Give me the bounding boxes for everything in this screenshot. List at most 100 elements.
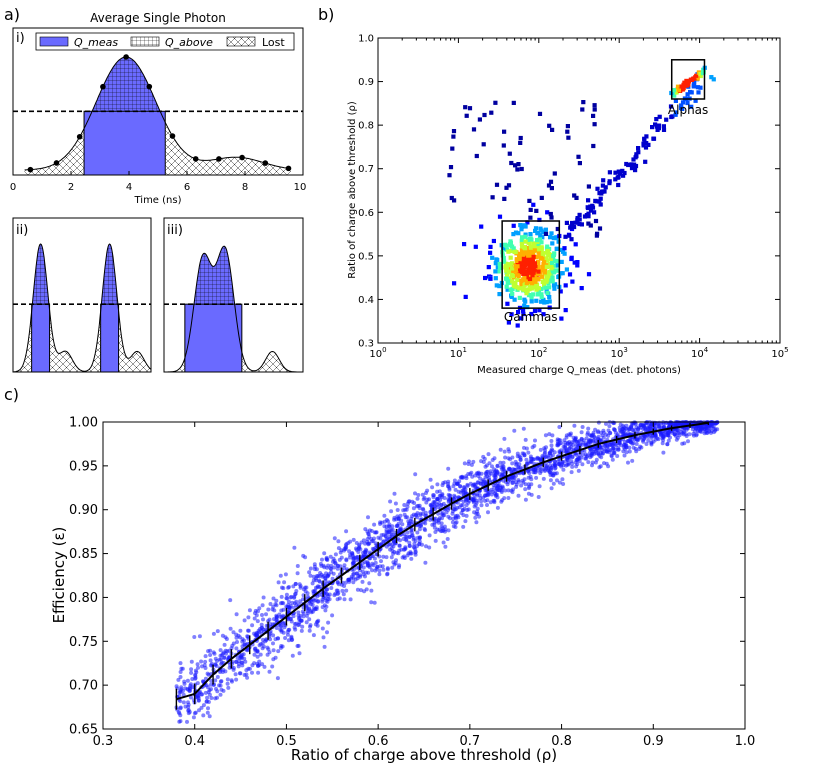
panel-aii-plot (13, 243, 152, 373)
scatter-point (325, 630, 329, 635)
panel-aiii-frame (163, 217, 304, 373)
scatter-point (289, 634, 294, 639)
scatter-point (432, 501, 437, 505)
tick-label: 1.00 (69, 416, 98, 431)
heatmap-cell (531, 254, 536, 259)
scatter-point (324, 555, 329, 560)
scatter-point (213, 678, 218, 683)
scatter-point (548, 453, 553, 458)
scatter-point (297, 615, 302, 620)
panel-label-c: c) (4, 385, 19, 404)
scatter-point (471, 498, 476, 503)
scatter-point (460, 503, 465, 508)
heatmap-cell (572, 224, 577, 230)
scatter-point (561, 482, 566, 486)
sample-point (146, 83, 153, 90)
heatmap-cell (590, 203, 595, 208)
scatter-point (378, 522, 383, 526)
scatter-point (479, 503, 484, 508)
heatmap-cell (545, 290, 550, 295)
scatter-point (292, 622, 297, 626)
heatmap-cell (521, 308, 526, 313)
scatter-point (316, 573, 321, 578)
scatter-point (590, 463, 594, 468)
scatter-point (295, 571, 300, 576)
heatmap-cell (527, 276, 533, 282)
heatmap-cell (519, 282, 524, 287)
scatter-point (440, 526, 445, 531)
heatmap-cell (541, 312, 546, 317)
scatter-point (335, 566, 340, 571)
scatter-point (564, 463, 569, 468)
scatter-point (209, 696, 214, 700)
heatmap-cell (709, 75, 714, 80)
scatter-point (521, 426, 526, 431)
scatter-point (312, 598, 317, 603)
heatmap-cell (501, 143, 506, 148)
scatter-point (316, 618, 321, 623)
heatmap-cell (577, 221, 582, 227)
heatmap-cell (510, 270, 515, 275)
scatter-point (323, 596, 328, 601)
scatter-point (489, 471, 493, 476)
heatmap-cell (530, 281, 535, 286)
scatter-point (201, 703, 206, 708)
scatter-point (411, 537, 416, 542)
scatter-point (285, 629, 290, 634)
heatmap-cell (671, 88, 676, 93)
heatmap-cell (529, 261, 534, 266)
scatter-point (524, 457, 529, 462)
scatter-point (222, 642, 227, 647)
scatter-point (413, 491, 417, 496)
heatmap-cell (529, 237, 534, 242)
scatter-point (548, 478, 553, 483)
tick-label: 103 (611, 346, 628, 360)
heatmap-cell (542, 270, 547, 275)
scatter-point (588, 433, 593, 438)
heatmap-cell (673, 112, 678, 117)
scatter-point (502, 449, 507, 454)
heatmap-cell (586, 272, 592, 277)
heatmap-cell (563, 308, 568, 313)
heatmap-cell (629, 162, 634, 167)
scatter-point (240, 663, 245, 668)
scatter-point (360, 579, 365, 584)
heatmap-cell (644, 141, 649, 146)
heatmap-cell (549, 186, 554, 191)
scatter-point (401, 537, 406, 541)
heatmap-cell (539, 245, 544, 250)
heatmap-cell (643, 159, 648, 164)
scatter-point (433, 507, 438, 512)
heatmap-cell (575, 260, 580, 265)
scatter-point (219, 679, 224, 684)
scatter-point (177, 719, 182, 724)
scatter-point (709, 429, 714, 434)
scatter-point (612, 427, 617, 432)
scatter-point (553, 459, 558, 464)
scatter-point (641, 436, 646, 441)
heatmap-cell (510, 291, 515, 296)
heatmap-cell (644, 134, 649, 139)
scatter-point (518, 457, 523, 462)
heatmap-cell (633, 168, 638, 173)
scatter-point (522, 477, 527, 482)
scatter-point (694, 432, 699, 437)
heatmap-cell (598, 196, 603, 201)
scatter-point (560, 477, 565, 482)
scatter-point (322, 551, 327, 556)
scatter-point (343, 580, 348, 585)
heatmap-cell (532, 261, 537, 266)
heatmap-cell (684, 83, 690, 88)
heatmap-cell (490, 195, 495, 200)
heatmap-cell (555, 263, 560, 268)
scatter-point (223, 635, 228, 640)
heatmap-cell (539, 286, 544, 292)
scatter-point (351, 556, 356, 561)
heatmap-cell (505, 273, 510, 278)
scatter-point (622, 453, 627, 458)
scatter-point (599, 455, 604, 460)
scatter-point (606, 433, 610, 438)
scatter-point (225, 677, 230, 682)
heatmap-cell (529, 299, 534, 304)
heatmap-cell (554, 246, 559, 251)
